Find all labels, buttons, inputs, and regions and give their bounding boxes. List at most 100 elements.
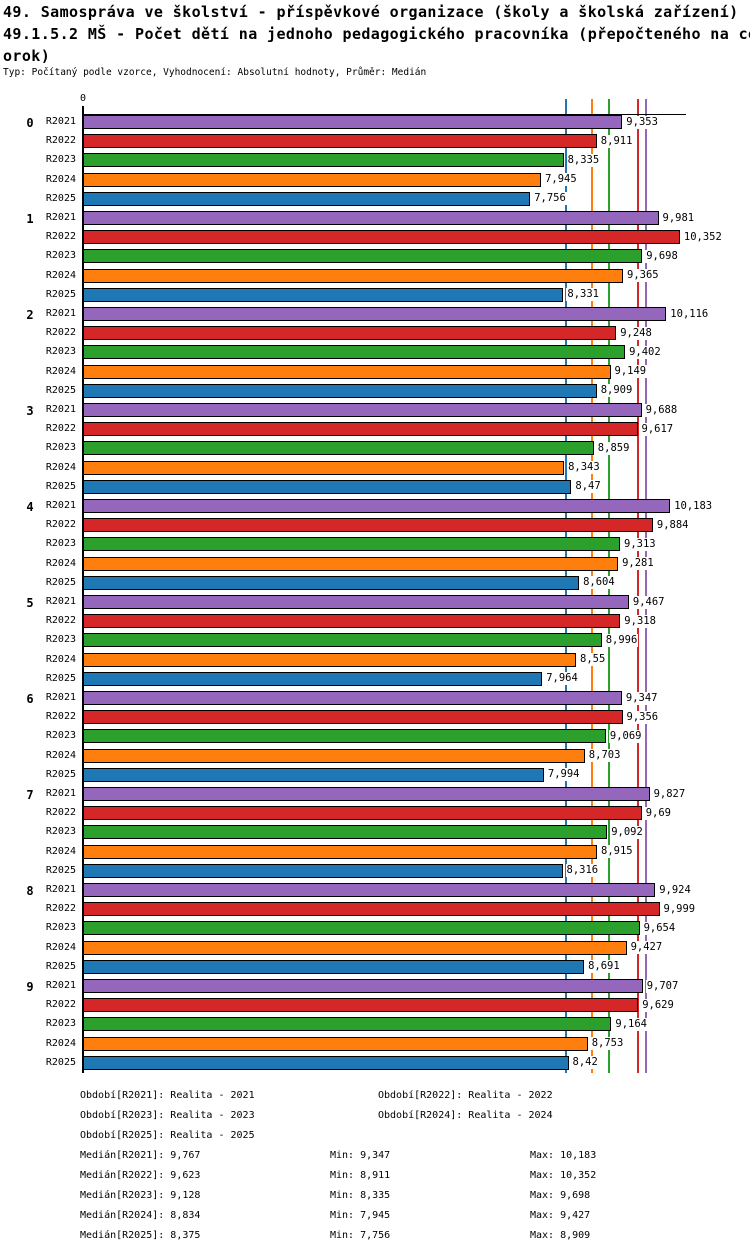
value-label-2-R2022: 9,248 xyxy=(619,326,653,340)
bar-6-R2025 xyxy=(83,767,544,782)
value-label-7-R2024: 8,915 xyxy=(600,845,634,859)
series-label-R2025: R2025 xyxy=(45,864,76,876)
value-label-9-R2024: 8,753 xyxy=(590,1037,625,1051)
bar-5-R2023 xyxy=(83,633,602,648)
bar-8-R2021 xyxy=(83,883,656,897)
bar-9-R2021 xyxy=(83,979,643,993)
series-label-R2022: R2022 xyxy=(45,423,76,435)
value-label-3-R2025: 8,47 xyxy=(574,480,602,494)
value-label-3-R2022: 9,617 xyxy=(640,422,675,436)
bar-4-R2023 xyxy=(83,537,620,552)
series-label-R2024: R2024 xyxy=(45,1037,76,1049)
series-label-R2023: R2023 xyxy=(45,442,76,454)
legend-item-4: Období[R2025]: Realita - 2025 xyxy=(80,1130,255,1141)
stat-min-4: Min: 7,756 xyxy=(330,1230,391,1241)
axis-origin-tick-label: 0 xyxy=(79,93,87,104)
group-label-4: 4 xyxy=(26,500,34,514)
value-label-8-R2021: 9,924 xyxy=(658,883,692,897)
median-line-R2022 xyxy=(636,99,639,1073)
value-label-7-R2022: 9,69 xyxy=(644,806,672,820)
value-label-2-R2024: 9,149 xyxy=(613,365,648,379)
bar-3-R2025 xyxy=(83,479,572,494)
bar-9-R2025 xyxy=(83,1055,569,1070)
bar-7-R2023 xyxy=(83,825,608,840)
bar-5-R2024 xyxy=(83,652,576,667)
value-label-1-R2023: 9,698 xyxy=(645,249,679,263)
value-label-1-R2024: 9,365 xyxy=(626,269,660,283)
value-label-8-R2025: 8,691 xyxy=(587,960,621,974)
series-label-R2021: R2021 xyxy=(45,692,76,703)
value-label-6-R2024: 8,703 xyxy=(587,749,622,763)
bar-9-R2022 xyxy=(83,998,639,1013)
bar-6-R2022 xyxy=(83,710,623,725)
bar-6-R2023 xyxy=(83,729,606,744)
chart-title-line1: 49. Samospráva ve školství - příspěvkové… xyxy=(3,3,739,21)
top-axis-spine xyxy=(83,114,686,115)
stat-median-0: Medián[R2021]: 9,767 xyxy=(80,1150,201,1161)
value-label-0-R2025: 7,756 xyxy=(533,192,567,206)
group-label-3: 3 xyxy=(26,404,34,418)
series-label-R2024: R2024 xyxy=(45,461,76,473)
value-label-6-R2025: 7,994 xyxy=(546,768,581,782)
bar-4-R2024 xyxy=(83,556,619,571)
series-label-R2023: R2023 xyxy=(45,1018,76,1030)
series-label-R2022: R2022 xyxy=(45,615,76,627)
value-label-8-R2024: 9,427 xyxy=(629,941,664,955)
stat-min-0: Min: 9,347 xyxy=(330,1150,391,1161)
series-label-R2022: R2022 xyxy=(45,519,76,531)
value-label-4-R2022: 9,884 xyxy=(655,518,690,532)
value-label-0-R2022: 8,911 xyxy=(599,134,634,148)
group-label-2: 2 xyxy=(26,308,34,322)
value-label-9-R2021: 9,707 xyxy=(645,979,680,993)
group-label-9: 9 xyxy=(26,980,34,994)
series-label-R2025: R2025 xyxy=(45,192,76,204)
bar-3-R2022 xyxy=(83,422,638,437)
series-label-R2024: R2024 xyxy=(45,845,76,857)
series-label-R2021: R2021 xyxy=(45,788,76,799)
value-label-5-R2024: 8,55 xyxy=(579,653,607,667)
value-label-5-R2023: 8,996 xyxy=(604,633,639,647)
bar-0-R2022 xyxy=(83,134,597,149)
bar-1-R2023 xyxy=(83,249,643,264)
series-label-R2021: R2021 xyxy=(45,404,76,415)
series-label-R2023: R2023 xyxy=(45,826,76,838)
value-label-6-R2021: 9,347 xyxy=(624,691,659,705)
series-label-R2025: R2025 xyxy=(45,672,76,684)
series-label-R2024: R2024 xyxy=(45,557,76,569)
group-label-5: 5 xyxy=(26,596,34,610)
value-label-3-R2023: 8,859 xyxy=(596,441,631,455)
stat-min-3: Min: 7,945 xyxy=(330,1210,391,1221)
bar-0-R2024 xyxy=(83,172,542,187)
series-label-R2023: R2023 xyxy=(45,922,76,934)
value-label-2-R2025: 8,909 xyxy=(599,384,634,398)
series-label-R2022: R2022 xyxy=(45,327,76,339)
series-label-R2022: R2022 xyxy=(45,903,76,915)
value-label-1-R2025: 8,331 xyxy=(566,288,600,302)
value-label-4-R2023: 9,313 xyxy=(623,537,657,551)
legend-item-1: Období[R2022]: Realita - 2022 xyxy=(378,1090,553,1101)
bar-5-R2021 xyxy=(83,595,629,609)
value-label-6-R2022: 9,356 xyxy=(625,710,660,724)
stat-median-4: Medián[R2025]: 8,375 xyxy=(80,1230,201,1241)
series-label-R2021: R2021 xyxy=(45,500,76,511)
bar-7-R2025 xyxy=(83,863,563,878)
series-label-R2022: R2022 xyxy=(45,711,76,723)
bar-2-R2024 xyxy=(83,364,611,379)
series-label-R2023: R2023 xyxy=(45,730,76,742)
value-label-7-R2025: 8,316 xyxy=(565,864,600,878)
value-label-9-R2022: 9,629 xyxy=(641,998,675,1012)
series-label-R2023: R2023 xyxy=(45,250,76,262)
bar-8-R2024 xyxy=(83,940,627,955)
group-label-1: 1 xyxy=(26,212,34,226)
group-label-8: 8 xyxy=(26,884,34,898)
bar-3-R2023 xyxy=(83,441,594,456)
series-label-R2024: R2024 xyxy=(45,269,76,281)
bar-2-R2021 xyxy=(83,307,667,321)
series-label-R2021: R2021 xyxy=(45,308,76,319)
value-label-2-R2023: 9,402 xyxy=(628,345,662,359)
stat-min-1: Min: 8,911 xyxy=(330,1170,391,1181)
bar-6-R2024 xyxy=(83,748,585,763)
value-label-3-R2021: 9,688 xyxy=(644,403,679,417)
bar-0-R2023 xyxy=(83,153,564,168)
series-label-R2024: R2024 xyxy=(45,365,76,377)
